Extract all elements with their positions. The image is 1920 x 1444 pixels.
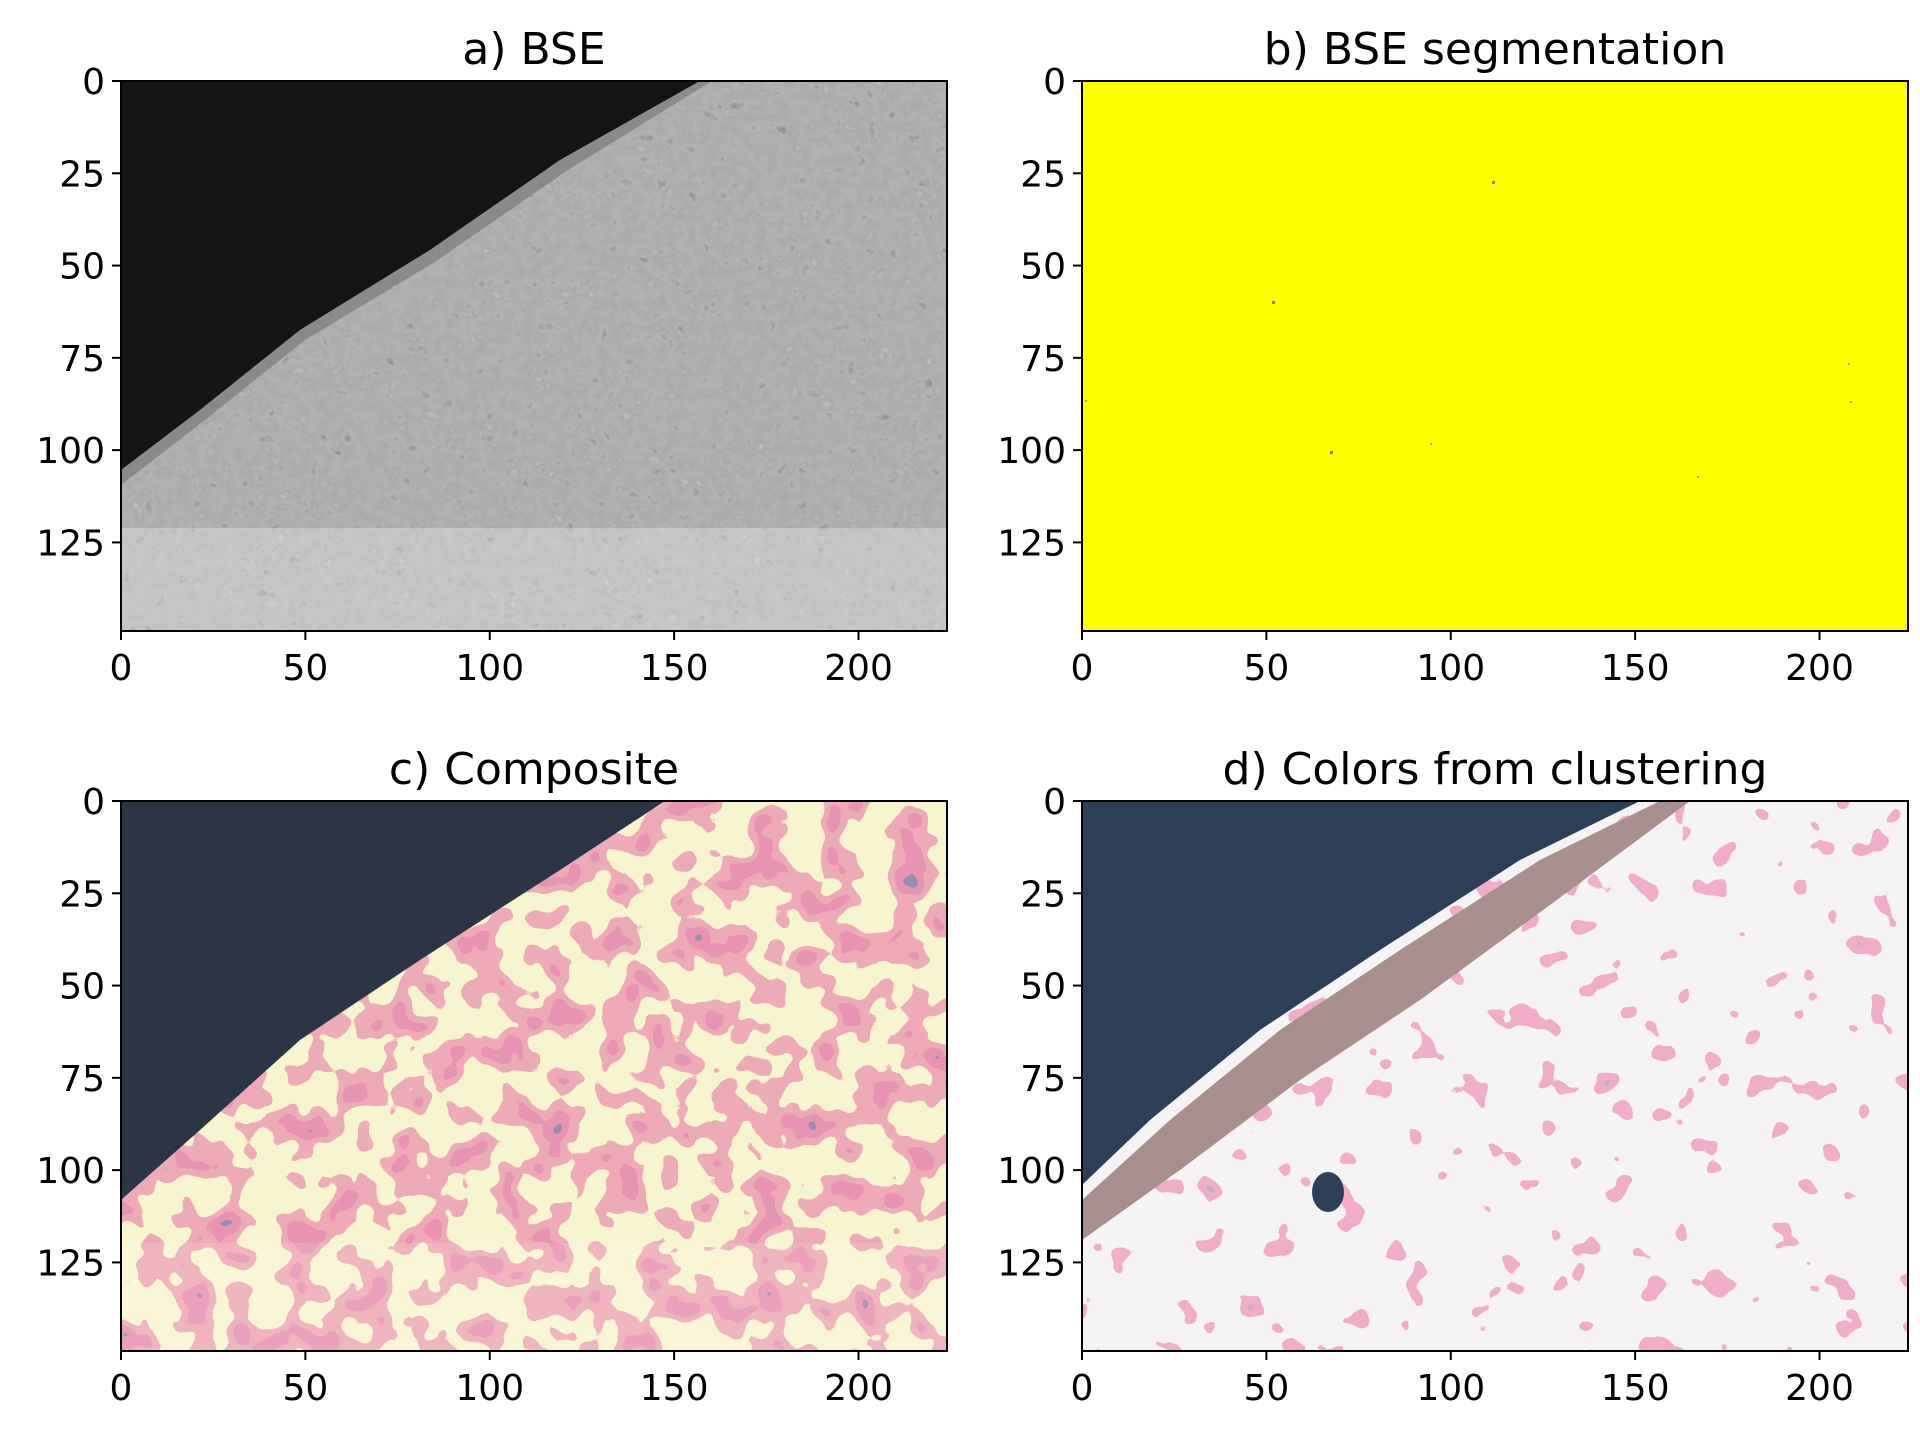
x-tick-label: 100: [455, 648, 524, 689]
panel-d-title: d) Colors from clustering: [1223, 744, 1768, 795]
panel-d-frame: [1081, 800, 1909, 1352]
y-tick-label: 100: [997, 1151, 1066, 1192]
x-tick-label: 0: [1071, 648, 1094, 689]
y-tick-label: 125: [997, 1243, 1066, 1284]
y-tick-label: 75: [1020, 339, 1066, 380]
x-tick-label: 150: [1601, 1368, 1670, 1409]
panel-b-axes: b) BSE segmentation 0 50 100 150 200 0 25 50 75 10…: [997, 24, 1909, 689]
y-tick-label: 100: [36, 1151, 105, 1192]
panel-c-image: [121, 801, 947, 1351]
y-tick-label: 50: [1020, 247, 1066, 288]
y-tick-label: 50: [59, 247, 105, 288]
y-tick-label: 25: [59, 874, 105, 915]
x-tick-label: 200: [824, 648, 893, 689]
panel-d-image: [1082, 801, 1908, 1351]
y-tick-label: 0: [82, 782, 105, 823]
x-tick-label: 150: [640, 648, 709, 689]
x-tick-label: 150: [640, 1368, 709, 1409]
panel-a-image: [121, 81, 947, 631]
x-tick-label: 150: [1601, 648, 1670, 689]
y-tick-label: 125: [36, 523, 105, 564]
y-tick-label: 0: [82, 62, 105, 103]
panel-a-title: a) BSE: [462, 24, 605, 75]
y-tick-label: 0: [1043, 62, 1066, 103]
x-tick-label: 50: [282, 1368, 328, 1409]
panel-c-axes: c) Composite 0 50 100 150 200 0 25 50 75 100 125: [36, 744, 948, 1409]
y-tick-label: 25: [59, 154, 105, 195]
y-tick-label: 100: [36, 431, 105, 472]
y-tick-label: 25: [1020, 874, 1066, 915]
panel-b-image: [1082, 81, 1908, 631]
y-tick-label: 50: [59, 967, 105, 1008]
panel-b-frame: [1081, 80, 1909, 632]
panel-d-axes: d) Colors from clustering 0 50 100 150 200 0 25…: [997, 744, 1909, 1409]
y-tick-label: 25: [1020, 154, 1066, 195]
x-tick-label: 50: [282, 648, 328, 689]
panel-c-frame: [120, 800, 948, 1352]
x-tick-label: 50: [1243, 648, 1289, 689]
x-tick-label: 100: [455, 1368, 524, 1409]
y-tick-label: 75: [1020, 1059, 1066, 1100]
y-tick-label: 75: [59, 339, 105, 380]
y-tick-label: 100: [997, 431, 1066, 472]
x-tick-label: 100: [1416, 1368, 1485, 1409]
y-tick-label: 75: [59, 1059, 105, 1100]
x-tick-label: 0: [110, 648, 133, 689]
x-tick-label: 0: [110, 1368, 133, 1409]
panel-a-axes: a) BSE 0 50 100 150 200 0 25 50 75 100 125: [36, 24, 948, 689]
y-tick-label: 125: [36, 1243, 105, 1284]
x-tick-label: 200: [1785, 1368, 1854, 1409]
x-tick-label: 200: [1785, 648, 1854, 689]
y-tick-label: 50: [1020, 967, 1066, 1008]
panel-c-title: c) Composite: [389, 744, 679, 795]
y-tick-label: 0: [1043, 782, 1066, 823]
panel-b-title: b) BSE segmentation: [1264, 24, 1726, 75]
x-tick-label: 50: [1243, 1368, 1289, 1409]
x-tick-label: 0: [1071, 1368, 1094, 1409]
x-tick-label: 100: [1416, 648, 1485, 689]
x-tick-label: 200: [824, 1368, 893, 1409]
panel-a-frame: [120, 80, 948, 632]
y-tick-label: 125: [997, 523, 1066, 564]
